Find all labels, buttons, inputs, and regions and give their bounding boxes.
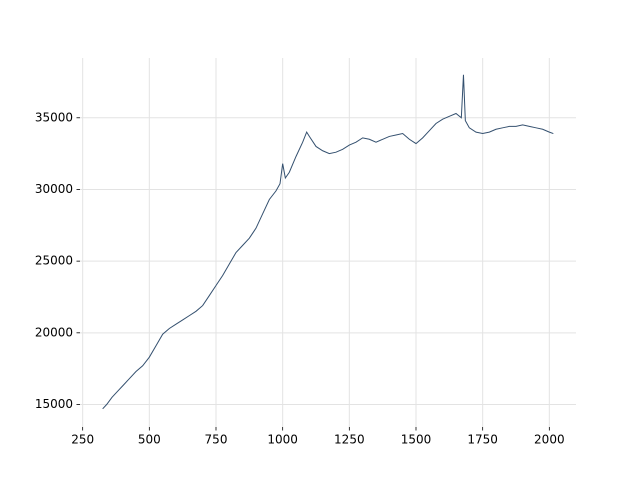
x-tick-label: 250 <box>71 433 94 447</box>
x-tick-label: 1750 <box>467 433 498 447</box>
y-tick-label: 15000 <box>35 397 73 411</box>
x-tick-label: 1000 <box>267 433 298 447</box>
y-tick-label: 30000 <box>35 182 73 196</box>
x-tick-label: 750 <box>205 433 228 447</box>
x-tick-label: 1500 <box>401 433 432 447</box>
y-tick-label: 20000 <box>35 325 73 339</box>
x-tick-label: 1250 <box>334 433 365 447</box>
data-line <box>102 74 554 410</box>
y-tick-label: 35000 <box>35 110 73 124</box>
x-tick-label: 2000 <box>534 433 565 447</box>
y-tick-label: 25000 <box>35 254 73 268</box>
x-tick-label: 500 <box>138 433 161 447</box>
